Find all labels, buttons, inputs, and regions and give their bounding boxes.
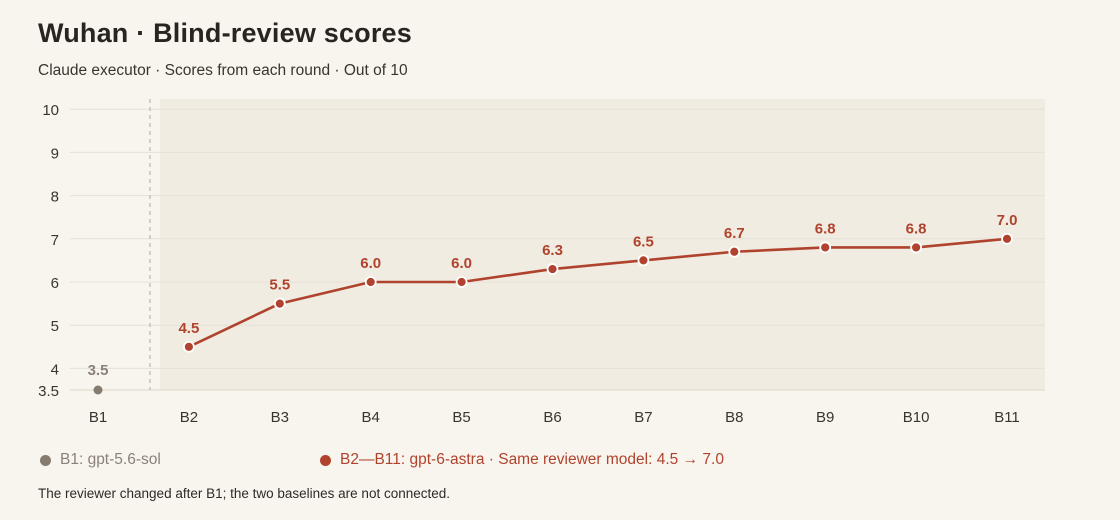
footnote: The reviewer changed after B1; the two b… xyxy=(38,486,451,501)
data-label-main: 7.0 xyxy=(997,212,1018,229)
data-label-main: 6.7 xyxy=(724,225,745,242)
y-tick-label: 8 xyxy=(51,189,59,206)
x-tick-label: B4 xyxy=(362,409,380,426)
x-tick-label: B6 xyxy=(543,409,561,426)
x-tick-label: B7 xyxy=(634,409,652,426)
data-point-main xyxy=(546,263,559,275)
data-label-main: 6.3 xyxy=(542,242,563,259)
x-tick-label: B3 xyxy=(271,409,289,426)
x-tick-label: B11 xyxy=(994,409,1020,426)
legend-item-b1: B1: gpt-5.6-sol xyxy=(40,451,161,469)
data-label-main: 6.5 xyxy=(633,233,654,250)
x-tick-label: B9 xyxy=(816,409,834,426)
data-point-main xyxy=(455,276,468,288)
line-chart: 3.5 4 5 6 7 8 9 10 B1 B2 B3 B4 B5 B6 B7 B8 B9 B10 B11 3.5 4.… xyxy=(38,99,1045,426)
data-label-main: 6.8 xyxy=(906,220,927,237)
x-tick-label: B2 xyxy=(180,409,198,426)
data-label-b1: 3.5 xyxy=(88,362,109,379)
shaded-region xyxy=(160,99,1045,390)
data-point-main xyxy=(273,297,286,310)
legend-b1-marker-icon xyxy=(40,454,51,466)
y-tick-label: 3.5 xyxy=(38,383,59,400)
x-tick-label: B1 xyxy=(89,409,107,426)
data-point-main xyxy=(1001,232,1013,245)
data-point-main xyxy=(910,241,922,254)
y-tick-label: 4 xyxy=(51,361,59,378)
data-label-main: 6.0 xyxy=(360,255,381,272)
y-tick-label: 7 xyxy=(51,232,59,249)
data-point-main xyxy=(728,245,741,258)
y-tick-label: 5 xyxy=(51,318,59,335)
data-label-main: 6.8 xyxy=(815,220,836,237)
data-point-main xyxy=(364,276,377,288)
legend-main-label: B2—B11: gpt-6-astra · Same reviewer mode… xyxy=(340,451,724,468)
legend-b1-label: B1: gpt-5.6-sol xyxy=(60,451,161,468)
y-tick-label: 10 xyxy=(42,102,59,119)
legend-item-main: B2—B11: gpt-6-astra · Same reviewer mode… xyxy=(320,451,724,469)
data-label-main: 5.5 xyxy=(269,277,290,294)
data-point-main xyxy=(637,254,650,267)
chart-subtitle: Claude executor · Scores from each round… xyxy=(38,62,408,79)
data-point-main xyxy=(819,241,832,254)
data-point-main xyxy=(182,340,195,353)
y-tick-label: 9 xyxy=(51,145,59,162)
x-tick-label: B10 xyxy=(903,409,930,426)
y-tick-label: 6 xyxy=(51,275,59,292)
x-tick-label: B8 xyxy=(725,409,743,426)
data-label-main: 4.5 xyxy=(178,320,199,337)
data-label-main: 6.0 xyxy=(451,255,472,272)
series-line-main xyxy=(187,237,1009,349)
chart-title: Wuhan · Blind-review scores xyxy=(38,18,412,48)
x-tick-label: B5 xyxy=(452,409,470,426)
legend-main-marker-icon xyxy=(320,454,331,466)
data-point-b1 xyxy=(93,385,103,395)
